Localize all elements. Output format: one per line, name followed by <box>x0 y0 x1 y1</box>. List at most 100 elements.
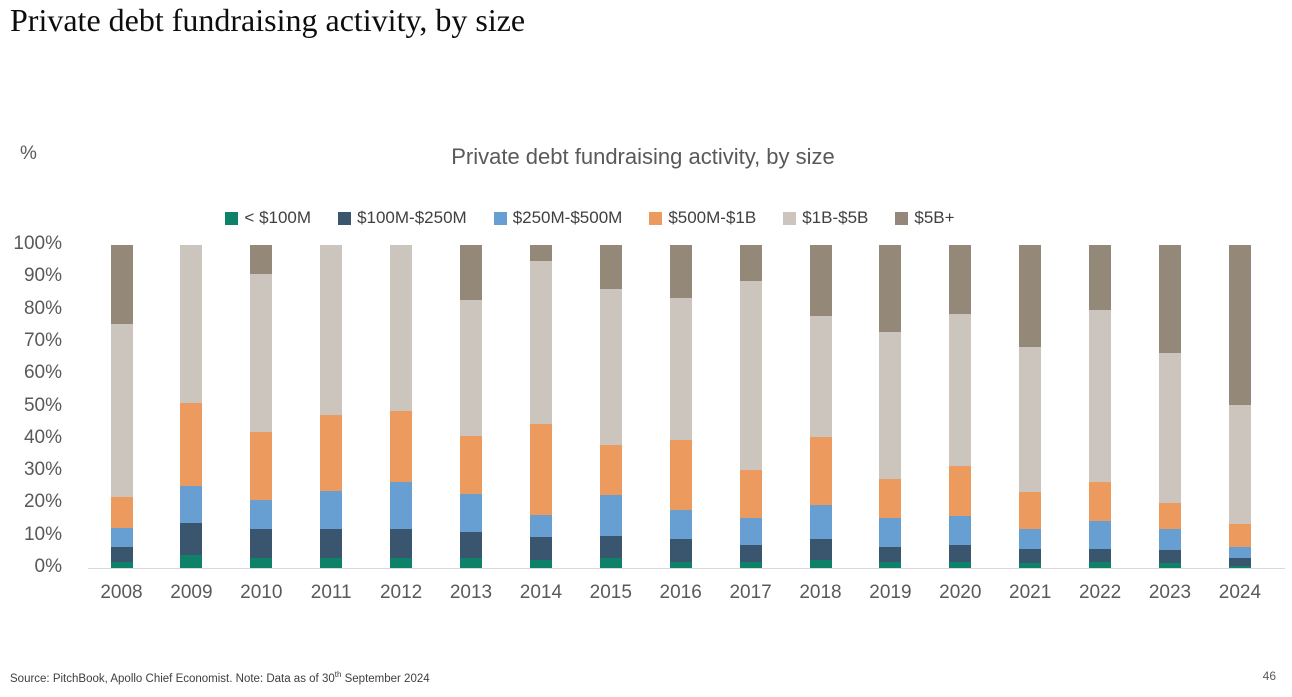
source-note: Source: PitchBook, Apollo Chief Economis… <box>10 670 430 685</box>
bar-segment <box>1089 521 1112 549</box>
source-note-suffix: September 2024 <box>341 672 430 685</box>
bar-segment <box>390 245 413 412</box>
bar-segment <box>949 466 972 517</box>
bar-segment <box>390 558 413 568</box>
bar-segment <box>949 545 972 562</box>
bar-segment <box>1089 548 1112 562</box>
bar-segment <box>250 245 273 275</box>
bar-2009 <box>180 245 203 568</box>
bar-segment <box>1019 529 1042 549</box>
source-note-superscript: th <box>334 670 342 679</box>
plot-area <box>88 245 1285 569</box>
y-axis-tick-label: 70% <box>23 329 62 351</box>
legend-swatch-icon <box>493 211 507 225</box>
bar-segment <box>250 274 273 433</box>
bar-segment <box>809 437 832 506</box>
bar-segment <box>1089 561 1112 568</box>
bar-segment <box>180 555 203 568</box>
legend-item: $100M-$250M <box>338 208 467 228</box>
bar-segment <box>1159 503 1181 530</box>
x-axis-label: 2019 <box>869 582 912 603</box>
legend-swatch-icon <box>783 211 797 225</box>
bar-segment <box>320 414 343 491</box>
bar-2011 <box>320 245 343 568</box>
bar-segment <box>460 558 482 568</box>
x-axis-label: 2018 <box>799 582 842 603</box>
x-axis-label: 2014 <box>519 582 563 603</box>
bar-segment <box>110 561 133 568</box>
page-title: Private debt fundraising activity, by si… <box>10 2 526 38</box>
source-note-text: Source: PitchBook, Apollo Chief Economis… <box>10 672 335 685</box>
bar-segment <box>1089 309 1112 483</box>
bar-segment <box>529 537 552 560</box>
x-axis-label: 2016 <box>659 582 702 603</box>
bar-segment <box>320 558 343 568</box>
bar-segment <box>1159 550 1181 564</box>
legend-label: $5B+ <box>914 208 955 227</box>
bar-segment <box>460 435 482 494</box>
bar-segment <box>599 535 622 559</box>
bar-segment <box>809 559 832 568</box>
bar-segment <box>390 529 413 559</box>
bar-segment <box>1228 566 1251 568</box>
bar-segment <box>879 561 902 568</box>
y-axis-tick-label: 40% <box>23 426 62 448</box>
legend-item: $5B+ <box>895 208 955 228</box>
x-axis-label: 2009 <box>170 582 213 603</box>
x-axis-label: 2022 <box>1078 582 1122 603</box>
bar-2020 <box>949 245 972 568</box>
bar-segment <box>879 479 902 518</box>
bar-segment <box>739 245 762 281</box>
bar-segment <box>320 529 343 559</box>
legend-label: $250M-$500M <box>512 208 623 227</box>
bar-segment <box>1019 492 1042 530</box>
bar-segment <box>110 547 133 562</box>
bar-segment <box>110 496 133 528</box>
bar-segment <box>110 245 133 325</box>
bar-segment <box>529 559 552 568</box>
legend-swatch-icon <box>649 211 663 225</box>
bar-2012 <box>390 245 413 568</box>
bar-segment <box>529 245 552 262</box>
y-axis-tick-label: 10% <box>23 523 62 545</box>
bar-segment <box>879 517 902 548</box>
bar-segment <box>669 298 692 441</box>
bar-segment <box>809 505 832 539</box>
bar-segment <box>529 514 552 538</box>
bar-segment <box>250 500 273 530</box>
bar-segment <box>949 314 972 467</box>
y-axis-tick-label: 0% <box>34 556 62 577</box>
bar-segment <box>669 561 692 568</box>
bar-2021 <box>1019 245 1042 568</box>
bar-segment <box>1089 245 1112 310</box>
bar-segment <box>250 432 273 501</box>
bar-segment <box>390 482 413 530</box>
bar-segment <box>879 332 902 480</box>
y-axis-tick-label: 20% <box>23 491 62 513</box>
chart-title: Private debt fundraising activity, by si… <box>451 144 835 169</box>
bar-segment <box>739 280 762 470</box>
bar-segment <box>460 245 482 300</box>
x-axis-label: 2012 <box>379 582 423 603</box>
bar-segment <box>739 561 762 568</box>
legend-swatch-icon <box>225 211 239 225</box>
bar-2008 <box>110 245 133 568</box>
legend-item: $250M-$500M <box>493 208 623 228</box>
bar-segment <box>1228 245 1251 405</box>
bar-segment <box>669 245 692 299</box>
bar-segment <box>460 299 482 436</box>
bar-segment <box>1019 563 1042 568</box>
bar-segment <box>599 558 622 568</box>
bar-segment <box>809 245 832 317</box>
legend-label: $500M-$1B <box>668 208 757 227</box>
x-axis-label: 2010 <box>240 582 283 603</box>
bar-segment <box>1089 482 1112 522</box>
legend-item: < $100M <box>225 208 311 228</box>
bar-segment <box>1019 245 1042 347</box>
x-axis-label: 2024 <box>1218 582 1262 603</box>
bar-segment <box>809 538 832 560</box>
bar-segment <box>180 485 203 523</box>
x-axis-label: 2021 <box>1009 582 1052 603</box>
legend-item: $1B-$5B <box>783 208 868 228</box>
